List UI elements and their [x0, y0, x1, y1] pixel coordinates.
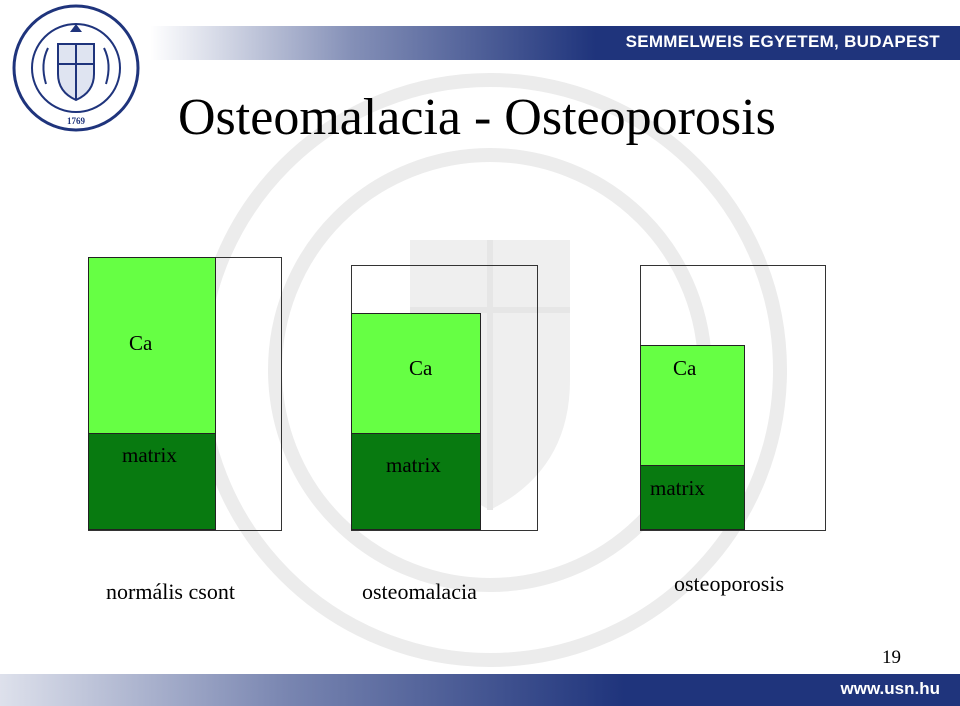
matrix-label: matrix — [386, 453, 441, 477]
university-name: SEMMELWEIS EGYETEM, BUDAPEST — [625, 32, 940, 51]
matrix-label: matrix — [650, 476, 705, 500]
ca-label: Ca — [129, 331, 153, 355]
matrix-block — [88, 433, 216, 530]
ca-block — [640, 345, 745, 466]
ca-label: Ca — [409, 356, 433, 380]
seal-year: 1769 — [67, 116, 86, 126]
caption-osteomalacia: osteomalacia — [362, 579, 477, 604]
matrix-label: matrix — [122, 443, 177, 467]
ca-block — [351, 313, 481, 434]
matrix-block — [351, 433, 481, 530]
caption-osteoporosis: osteoporosis — [674, 571, 784, 596]
page-number: 19 — [882, 647, 901, 668]
slide-title: Osteomalacia - Osteoporosis — [178, 89, 776, 146]
university-seal-logo: 1769 — [12, 4, 140, 132]
matrix-block — [640, 465, 745, 530]
ca-label: Ca — [673, 356, 697, 380]
footer-url: www.usn.hu — [840, 679, 940, 698]
header-bar — [150, 26, 960, 60]
footer-bar — [0, 674, 960, 706]
ca-block — [88, 257, 216, 434]
caption-normal-bone: normális csont — [106, 579, 235, 604]
